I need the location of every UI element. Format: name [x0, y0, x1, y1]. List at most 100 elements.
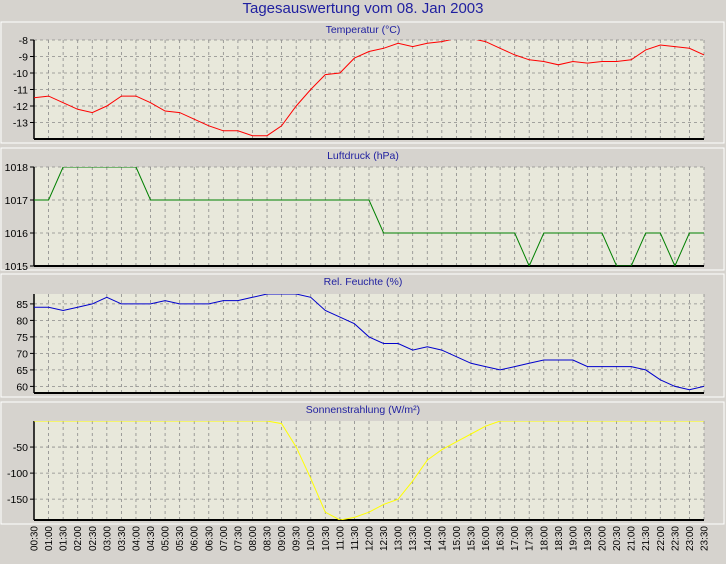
data-point: [572, 61, 573, 62]
panel-frame: [0, 147, 725, 271]
x-tick-label: 05:00: [161, 526, 172, 551]
x-tick-label: 18:30: [554, 526, 565, 551]
data-point: [601, 232, 602, 233]
data-point: [674, 46, 675, 47]
data-point: [660, 420, 661, 421]
data-point: [368, 51, 369, 52]
chart-title: Temperatur (°C): [326, 24, 401, 36]
data-point: [514, 366, 515, 367]
chart-panel-4: Sonnenstrahlung (W/m²) -150 -100 -50: [0, 401, 725, 525]
data-point: [77, 307, 78, 308]
chart-title: Luftdruck (hPa): [327, 150, 399, 162]
data-point: [514, 54, 515, 55]
x-tick-label: 16:30: [496, 526, 507, 551]
data-point: [266, 420, 267, 421]
data-point: [441, 41, 442, 42]
data-point: [558, 420, 559, 421]
x-tick-label: 21:30: [641, 526, 652, 551]
data-point: [354, 58, 355, 59]
x-tick-label: 07:30: [233, 526, 244, 551]
data-point: [485, 41, 486, 42]
x-tick-label: 10:00: [306, 526, 317, 551]
data-point: [63, 310, 64, 311]
data-point: [354, 199, 355, 200]
data-point: [77, 166, 78, 167]
data-point: [412, 480, 413, 481]
y-tick-label: 1018: [5, 162, 29, 174]
data-point: [485, 366, 486, 367]
data-point: [412, 350, 413, 351]
x-tick-label: 08:00: [248, 526, 259, 551]
data-point: [92, 420, 93, 421]
data-point: [48, 199, 49, 200]
x-tick-label: 15:30: [466, 526, 477, 551]
series-line: [34, 167, 704, 266]
y-tick-label: 65: [16, 365, 28, 377]
data-point: [339, 199, 340, 200]
data-point: [325, 74, 326, 75]
data-point: [485, 232, 486, 233]
data-point: [339, 317, 340, 318]
data-point: [441, 449, 442, 450]
data-point: [529, 420, 530, 421]
data-point: [296, 293, 297, 294]
x-tick-label: 15:00: [452, 526, 463, 551]
data-point: [601, 366, 602, 367]
data-point: [106, 166, 107, 167]
y-tick-label: 1015: [5, 261, 29, 273]
data-point: [179, 112, 180, 113]
x-tick-label: 22:00: [656, 526, 667, 551]
x-axis-labels: 00:30 01:00 01:30 02:00 02:30 03:00 03:30 04:00…: [30, 526, 711, 551]
x-tick-label: 20:30: [612, 526, 623, 551]
data-point: [703, 54, 704, 55]
x-tick-label: 02:00: [73, 526, 84, 551]
x-tick-label: 14:30: [437, 526, 448, 551]
x-tick-label: 13:00: [394, 526, 405, 551]
data-point: [164, 420, 165, 421]
data-point: [354, 517, 355, 518]
data-point: [499, 369, 500, 370]
data-point: [427, 459, 428, 460]
data-point: [223, 199, 224, 200]
data-point: [674, 420, 675, 421]
data-point: [587, 420, 588, 421]
x-tick-label: 13:30: [408, 526, 419, 551]
data-point: [689, 389, 690, 390]
data-point: [470, 433, 471, 434]
data-point: [572, 232, 573, 233]
data-point: [660, 232, 661, 233]
panel-frame: [0, 21, 725, 144]
page-title: Tagesauswertung vom 08. Jan 2003: [242, 0, 484, 17]
data-point: [558, 232, 559, 233]
data-point: [121, 303, 122, 304]
x-tick-label: 12:30: [379, 526, 390, 551]
data-point: [398, 43, 399, 44]
y-tick-label: 80: [16, 315, 28, 327]
y-tick-label: 70: [16, 348, 28, 360]
data-point: [48, 307, 49, 308]
x-tick-label: 23:30: [700, 526, 711, 551]
chart-panel-3: Rel. Feuchte (%) 60 65 70 75 80 85: [0, 273, 725, 398]
data-point: [310, 89, 311, 90]
y-tick-label: -8: [19, 35, 28, 47]
data-point: [281, 125, 282, 126]
data-point: [572, 420, 573, 421]
y-tick-label: 1017: [5, 195, 29, 207]
x-tick-label: 07:00: [219, 526, 230, 551]
data-point: [223, 300, 224, 301]
x-tick-label: 11:30: [350, 526, 361, 551]
data-point: [121, 420, 122, 421]
data-point: [543, 420, 544, 421]
x-tick-label: 09:00: [277, 526, 288, 551]
data-point: [499, 420, 500, 421]
data-point: [412, 232, 413, 233]
data-point: [485, 426, 486, 427]
data-point: [106, 105, 107, 106]
data-point: [543, 61, 544, 62]
x-tick-label: 09:30: [292, 526, 303, 551]
data-point: [252, 199, 253, 200]
y-tick-label: 75: [16, 332, 28, 344]
data-point: [266, 135, 267, 136]
x-tick-label: 04:00: [131, 526, 142, 551]
data-point: [572, 359, 573, 360]
